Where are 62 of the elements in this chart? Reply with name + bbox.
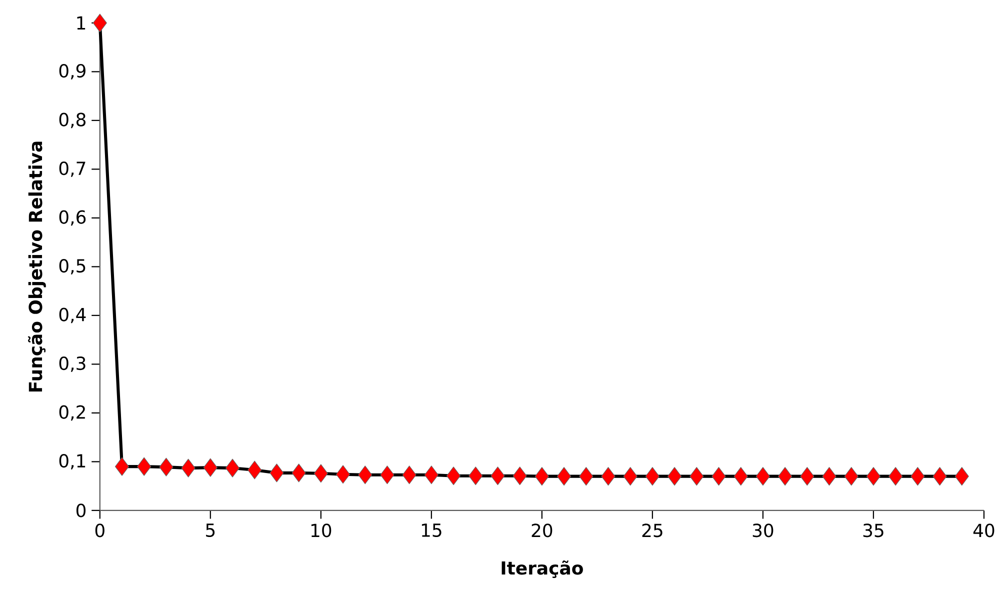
x-axis-title: Iteração — [502, 560, 583, 578]
point — [292, 463, 306, 482]
point — [446, 466, 461, 485]
point — [490, 466, 505, 485]
x-tick-label: 20 — [532, 523, 552, 538]
point — [534, 466, 549, 486]
x-tick-label: 35 — [863, 523, 884, 538]
y-tick-label: 1 — [77, 16, 86, 30]
x-tick-label: 15 — [422, 523, 442, 537]
y-tick-label: 0,8 — [59, 112, 86, 128]
point — [159, 458, 174, 476]
y-tick-label: 0,9 — [59, 64, 86, 80]
point — [844, 466, 858, 486]
point — [203, 458, 218, 477]
point — [248, 460, 262, 480]
y-tick-label: 0 — [76, 503, 86, 518]
point — [114, 457, 130, 476]
x-tick-label: 5 — [206, 523, 215, 537]
point — [690, 466, 704, 486]
y-tick-label: 0,6 — [59, 210, 86, 226]
point — [512, 466, 527, 485]
x-tick-label: 10 — [311, 523, 332, 538]
y-tick-label: 0,5 — [59, 258, 86, 274]
point — [270, 463, 284, 482]
x-tick-label: 40 — [973, 523, 994, 538]
point — [712, 466, 726, 486]
point — [888, 466, 903, 486]
point — [800, 466, 814, 486]
point — [866, 466, 880, 486]
point — [468, 466, 483, 485]
x-tick-label: 0 — [95, 523, 104, 538]
x-tick-label: 30 — [752, 523, 774, 538]
point — [954, 466, 969, 486]
y-tick-label: 0,7 — [59, 161, 86, 177]
point — [92, 14, 107, 32]
point — [645, 466, 660, 486]
point — [932, 466, 947, 486]
x-tick-label: 25 — [642, 523, 662, 538]
y-tick-label: 0,3 — [59, 356, 86, 372]
point — [601, 466, 616, 486]
point — [336, 464, 350, 484]
point — [579, 466, 594, 486]
y-tick-label: 0,4 — [59, 308, 86, 323]
point — [424, 465, 438, 484]
point — [910, 466, 925, 486]
y-axis-title: Função Objetivo Relativa — [28, 142, 46, 392]
point — [668, 466, 682, 486]
point — [358, 465, 372, 484]
point — [778, 466, 792, 486]
point — [756, 466, 770, 486]
y-tick-label: 0,1 — [59, 454, 86, 470]
y-tick-label: 0,2 — [59, 405, 85, 420]
point — [402, 465, 416, 484]
point — [137, 457, 152, 476]
point — [734, 466, 748, 486]
point — [314, 464, 328, 482]
point — [225, 458, 240, 478]
point — [557, 466, 572, 486]
point — [623, 466, 638, 486]
point — [822, 466, 836, 486]
point — [181, 458, 196, 478]
point — [380, 465, 394, 484]
